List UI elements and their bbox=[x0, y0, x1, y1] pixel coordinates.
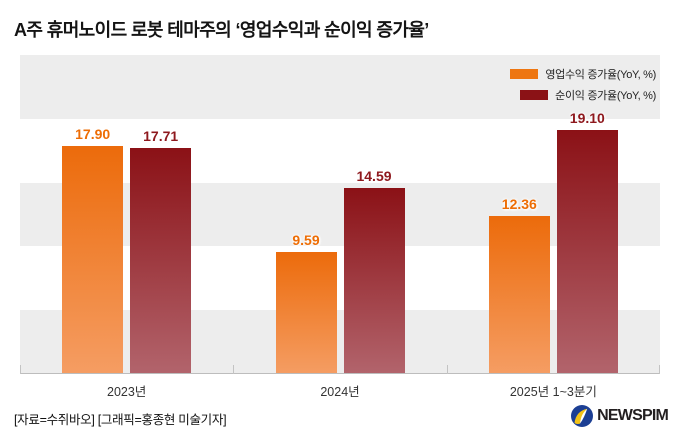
x-axis-line bbox=[20, 373, 660, 374]
bar-series0-2025년 1~3분기 bbox=[488, 216, 550, 374]
x-axis-label: 2023년 bbox=[107, 385, 147, 399]
legend-swatch-revenue-icon bbox=[510, 69, 539, 79]
legend: 영업수익 증가율(YoY, %) 순이익 증가율(YoY, %) bbox=[510, 66, 656, 108]
x-axis-label: 2024년 bbox=[320, 385, 360, 399]
x-axis-tick bbox=[20, 365, 21, 374]
bar-value-label: 14.59 bbox=[356, 167, 392, 184]
source-credit: [자료=수쥐바오] [그래픽=홍종현 미술기자] bbox=[14, 413, 227, 427]
bar-series0-2023년 bbox=[62, 145, 124, 374]
bar-value-label: 17.90 bbox=[75, 125, 111, 142]
x-axis-tick bbox=[446, 365, 448, 374]
newspim-logo: NEWSPIM bbox=[571, 405, 669, 427]
x-axis-tick bbox=[233, 365, 235, 374]
legend-label-netprofit: 순이익 증가율(YoY, %) bbox=[555, 90, 656, 102]
footer: [자료=수쥐바오] [그래픽=홍종현 미술기자] NEWSPIM bbox=[0, 405, 680, 435]
newspim-globe-icon bbox=[571, 405, 594, 427]
grid-band bbox=[20, 55, 660, 119]
grid-band bbox=[20, 118, 660, 183]
legend-item-netprofit: 순이익 증가율(YoY, %) bbox=[510, 87, 656, 103]
grid-band bbox=[20, 182, 660, 247]
grid-band bbox=[20, 246, 660, 311]
bar-value-label: 12.36 bbox=[501, 196, 537, 213]
newspim-logo-text: NEWSPIM bbox=[597, 407, 669, 424]
grid-band bbox=[20, 310, 660, 374]
legend-label-revenue: 영업수익 증가율(YoY, %) bbox=[545, 69, 656, 81]
bar-series1-2023년 bbox=[130, 148, 192, 374]
bar-series0-2024년 bbox=[275, 251, 337, 374]
bar-series1-2025년 1~3분기 bbox=[556, 130, 618, 374]
bar-value-label: 17.71 bbox=[143, 128, 179, 145]
legend-swatch-netprofit-icon bbox=[520, 90, 549, 100]
x-axis-tick bbox=[659, 365, 660, 374]
x-axis-label: 2025년 1~3분기 bbox=[509, 385, 597, 399]
page-title: A주 휴머노이드 로봇 테마주의 ‘영업수익과 순이익 증가율’ bbox=[14, 20, 429, 40]
bar-value-label: 19.10 bbox=[569, 110, 605, 127]
bar-value-label: 9.59 bbox=[292, 231, 320, 248]
plot-area: 영업수익 증가율(YoY, %) 순이익 증가율(YoY, %) 17.90 17… bbox=[20, 55, 660, 399]
legend-item-revenue: 영업수익 증가율(YoY, %) bbox=[510, 66, 656, 82]
bar-series1-2024년 bbox=[343, 187, 405, 374]
